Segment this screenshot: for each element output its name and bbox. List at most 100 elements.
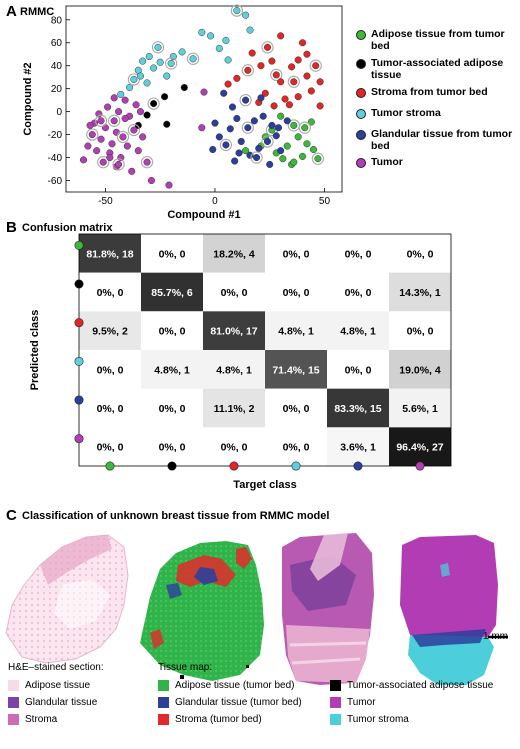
tissue-legend-item: Tumor-associated adipose tissue bbox=[330, 680, 493, 691]
legend-item: Tumor stroma bbox=[356, 107, 516, 119]
confusion-cell bbox=[327, 388, 389, 428]
data-point bbox=[123, 142, 131, 150]
x-tick-label: 50 bbox=[319, 196, 331, 207]
data-point bbox=[132, 101, 140, 109]
highlight-ring bbox=[287, 75, 300, 88]
data-point bbox=[233, 7, 241, 15]
data-point bbox=[150, 100, 158, 108]
data-point bbox=[165, 181, 173, 189]
data-point bbox=[290, 78, 298, 86]
data-point bbox=[130, 75, 138, 84]
column-class-marker bbox=[353, 461, 363, 471]
legend-item: Adipose tissue from tumor bed bbox=[356, 28, 516, 52]
data-point bbox=[86, 121, 94, 129]
tissue-legend-swatch bbox=[8, 714, 19, 725]
y-tick-label: 40 bbox=[51, 61, 63, 72]
highlight-ring bbox=[97, 155, 110, 169]
tissue-legend-item: Glandular tissue bbox=[8, 697, 97, 708]
data-point bbox=[279, 155, 287, 163]
highlight-ring bbox=[309, 59, 322, 72]
legend-marker bbox=[356, 88, 366, 98]
confusion-x-axis-label: Target class bbox=[233, 479, 296, 491]
confusion-cell bbox=[203, 388, 265, 428]
data-point bbox=[224, 56, 232, 64]
data-point bbox=[237, 137, 245, 146]
confusion-cell-label: 0%, 0 bbox=[283, 442, 310, 454]
confusion-cell bbox=[141, 311, 203, 351]
map-legend-header: Tissue map: bbox=[158, 662, 213, 673]
data-point bbox=[99, 158, 107, 166]
confusion-matrix: Predicted class 81.8%, 18 0%, 0 18.2%, 4 0%… bbox=[29, 233, 452, 491]
data-point bbox=[211, 119, 219, 127]
data-point bbox=[119, 133, 127, 141]
confusion-cell bbox=[389, 388, 451, 428]
highlight-ring bbox=[241, 64, 254, 77]
legend-marker bbox=[356, 30, 366, 40]
y-tick-label: 80 bbox=[51, 15, 63, 26]
data-point bbox=[154, 43, 162, 51]
confusion-cell-label: 14.3%, 1 bbox=[399, 287, 441, 299]
data-point bbox=[281, 95, 289, 103]
confusion-cell-label: 83.3%, 15 bbox=[334, 403, 381, 415]
highlight-ring bbox=[112, 158, 125, 171]
tissue-legend-item: Tumor bbox=[330, 697, 376, 708]
data-point bbox=[106, 154, 114, 162]
confusion-cell-label: 81.0%, 17 bbox=[210, 326, 257, 338]
confusion-cell-label: 0%, 0 bbox=[283, 403, 310, 415]
legend-label: Glandular tissue from tumor bed bbox=[371, 128, 513, 152]
data-point bbox=[93, 147, 101, 155]
highlight-ring bbox=[298, 121, 311, 134]
tissue-legend-label: Tumor bbox=[347, 697, 376, 708]
data-point bbox=[117, 90, 125, 98]
data-point bbox=[136, 108, 145, 116]
highlight-ring bbox=[219, 138, 233, 152]
scatter-points bbox=[79, 4, 325, 189]
data-point bbox=[283, 142, 291, 150]
tissue-legend-label: Glandular tissue (tumor bed) bbox=[175, 697, 302, 708]
tissue-legend-item: Glandular tissue (tumor bed) bbox=[158, 697, 302, 708]
data-point bbox=[299, 39, 307, 47]
data-point bbox=[290, 158, 298, 166]
highlight-ring bbox=[116, 130, 130, 144]
data-point bbox=[150, 64, 158, 72]
data-point bbox=[272, 71, 280, 79]
data-point bbox=[277, 78, 285, 86]
data-point bbox=[156, 58, 164, 66]
column-class-marker bbox=[291, 461, 301, 471]
data-point bbox=[121, 96, 129, 104]
data-point bbox=[244, 66, 252, 74]
y-tick-label: -40 bbox=[48, 153, 63, 164]
row-class-marker bbox=[74, 395, 84, 405]
data-point bbox=[285, 101, 293, 109]
panel-b-title: Confusion matrix bbox=[22, 222, 113, 234]
tissue-legend-label: Adipose tissue (tumor bed) bbox=[175, 680, 295, 691]
data-point bbox=[112, 128, 120, 136]
confusion-cell bbox=[265, 234, 327, 273]
data-point bbox=[139, 57, 147, 65]
data-point bbox=[198, 28, 206, 36]
data-point bbox=[303, 50, 311, 58]
tissue-map-2 bbox=[400, 535, 498, 685]
highlight-ring bbox=[261, 135, 274, 148]
highlight-ring bbox=[250, 151, 263, 164]
tissue-legend-swatch bbox=[8, 697, 19, 708]
tissue-legend-label: Stroma bbox=[25, 714, 58, 725]
confusion-cell-label: 81.8%, 18 bbox=[86, 248, 133, 260]
confusion-cell bbox=[79, 427, 141, 467]
data-point bbox=[244, 124, 252, 132]
data-point bbox=[161, 93, 169, 101]
confusion-cell-label: 18.2%, 4 bbox=[213, 248, 255, 260]
data-point bbox=[128, 167, 136, 175]
confusion-cell-label: 4.8%, 1 bbox=[340, 326, 376, 338]
confusion-cell bbox=[265, 272, 327, 312]
tissue-legend-item: Stroma bbox=[8, 714, 57, 725]
data-point bbox=[222, 36, 230, 44]
data-point bbox=[121, 114, 129, 123]
y-tick-label: 60 bbox=[51, 38, 63, 49]
y-tick-label: -60 bbox=[48, 176, 63, 187]
highlight-ring bbox=[261, 41, 274, 54]
legend-label: Stroma from tumor bed bbox=[371, 86, 488, 98]
confusion-class-markers bbox=[74, 240, 425, 471]
highlight-ring bbox=[108, 114, 121, 127]
data-point bbox=[215, 44, 223, 53]
